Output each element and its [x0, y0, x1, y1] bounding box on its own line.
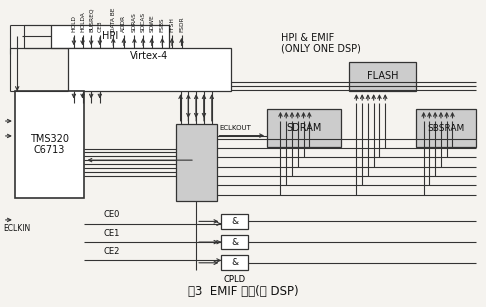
Text: CE1: CE1 — [104, 229, 120, 238]
Bar — [222, 235, 248, 250]
Text: SDRAS: SDRAS — [132, 12, 137, 32]
Text: HOLDA: HOLDA — [80, 11, 85, 32]
Text: SBSRAM: SBSRAM — [427, 124, 465, 133]
Text: CE2: CE2 — [104, 247, 120, 256]
Bar — [222, 214, 248, 229]
Text: FFSH: FFSH — [170, 17, 174, 32]
Bar — [267, 109, 342, 147]
Text: CE3: CE3 — [97, 20, 103, 32]
Text: 图3  EMIF 总线(单 DSP): 图3 EMIF 总线(单 DSP) — [188, 285, 298, 298]
Text: (ONLY ONE DSP): (ONLY ONE DSP) — [281, 43, 361, 53]
Text: FSDR: FSDR — [179, 16, 184, 32]
Bar — [51, 25, 169, 48]
Text: TMS320
C6713: TMS320 C6713 — [30, 134, 69, 155]
Bar — [222, 255, 248, 270]
Text: SDCAS: SDCAS — [140, 12, 146, 32]
Text: CE0: CE0 — [104, 210, 120, 219]
Text: &: & — [231, 238, 238, 247]
Text: BUSREQ: BUSREQ — [88, 8, 94, 32]
Bar — [15, 91, 85, 198]
Text: SDRAM: SDRAM — [287, 123, 322, 133]
Bar — [416, 109, 476, 147]
Text: SDWE: SDWE — [149, 14, 154, 32]
Text: CPLD: CPLD — [224, 274, 245, 284]
Bar — [348, 62, 416, 91]
Text: &: & — [231, 217, 238, 226]
Text: ADDR: ADDR — [122, 15, 126, 32]
Text: ECLKOUT: ECLKOUT — [219, 125, 251, 131]
Bar — [68, 48, 231, 91]
Text: &: & — [231, 258, 238, 267]
Text: HOLD: HOLD — [71, 15, 76, 32]
Text: HPI & EMIF: HPI & EMIF — [281, 33, 335, 43]
Bar — [176, 124, 217, 201]
Text: HPI: HPI — [102, 32, 118, 41]
Text: FSBS: FSBS — [160, 17, 165, 32]
Text: FLASH: FLASH — [366, 72, 398, 81]
Text: DATA BE: DATA BE — [111, 8, 116, 32]
Text: ECLKIN: ECLKIN — [4, 224, 31, 233]
Text: Virtex-4: Virtex-4 — [130, 51, 169, 61]
